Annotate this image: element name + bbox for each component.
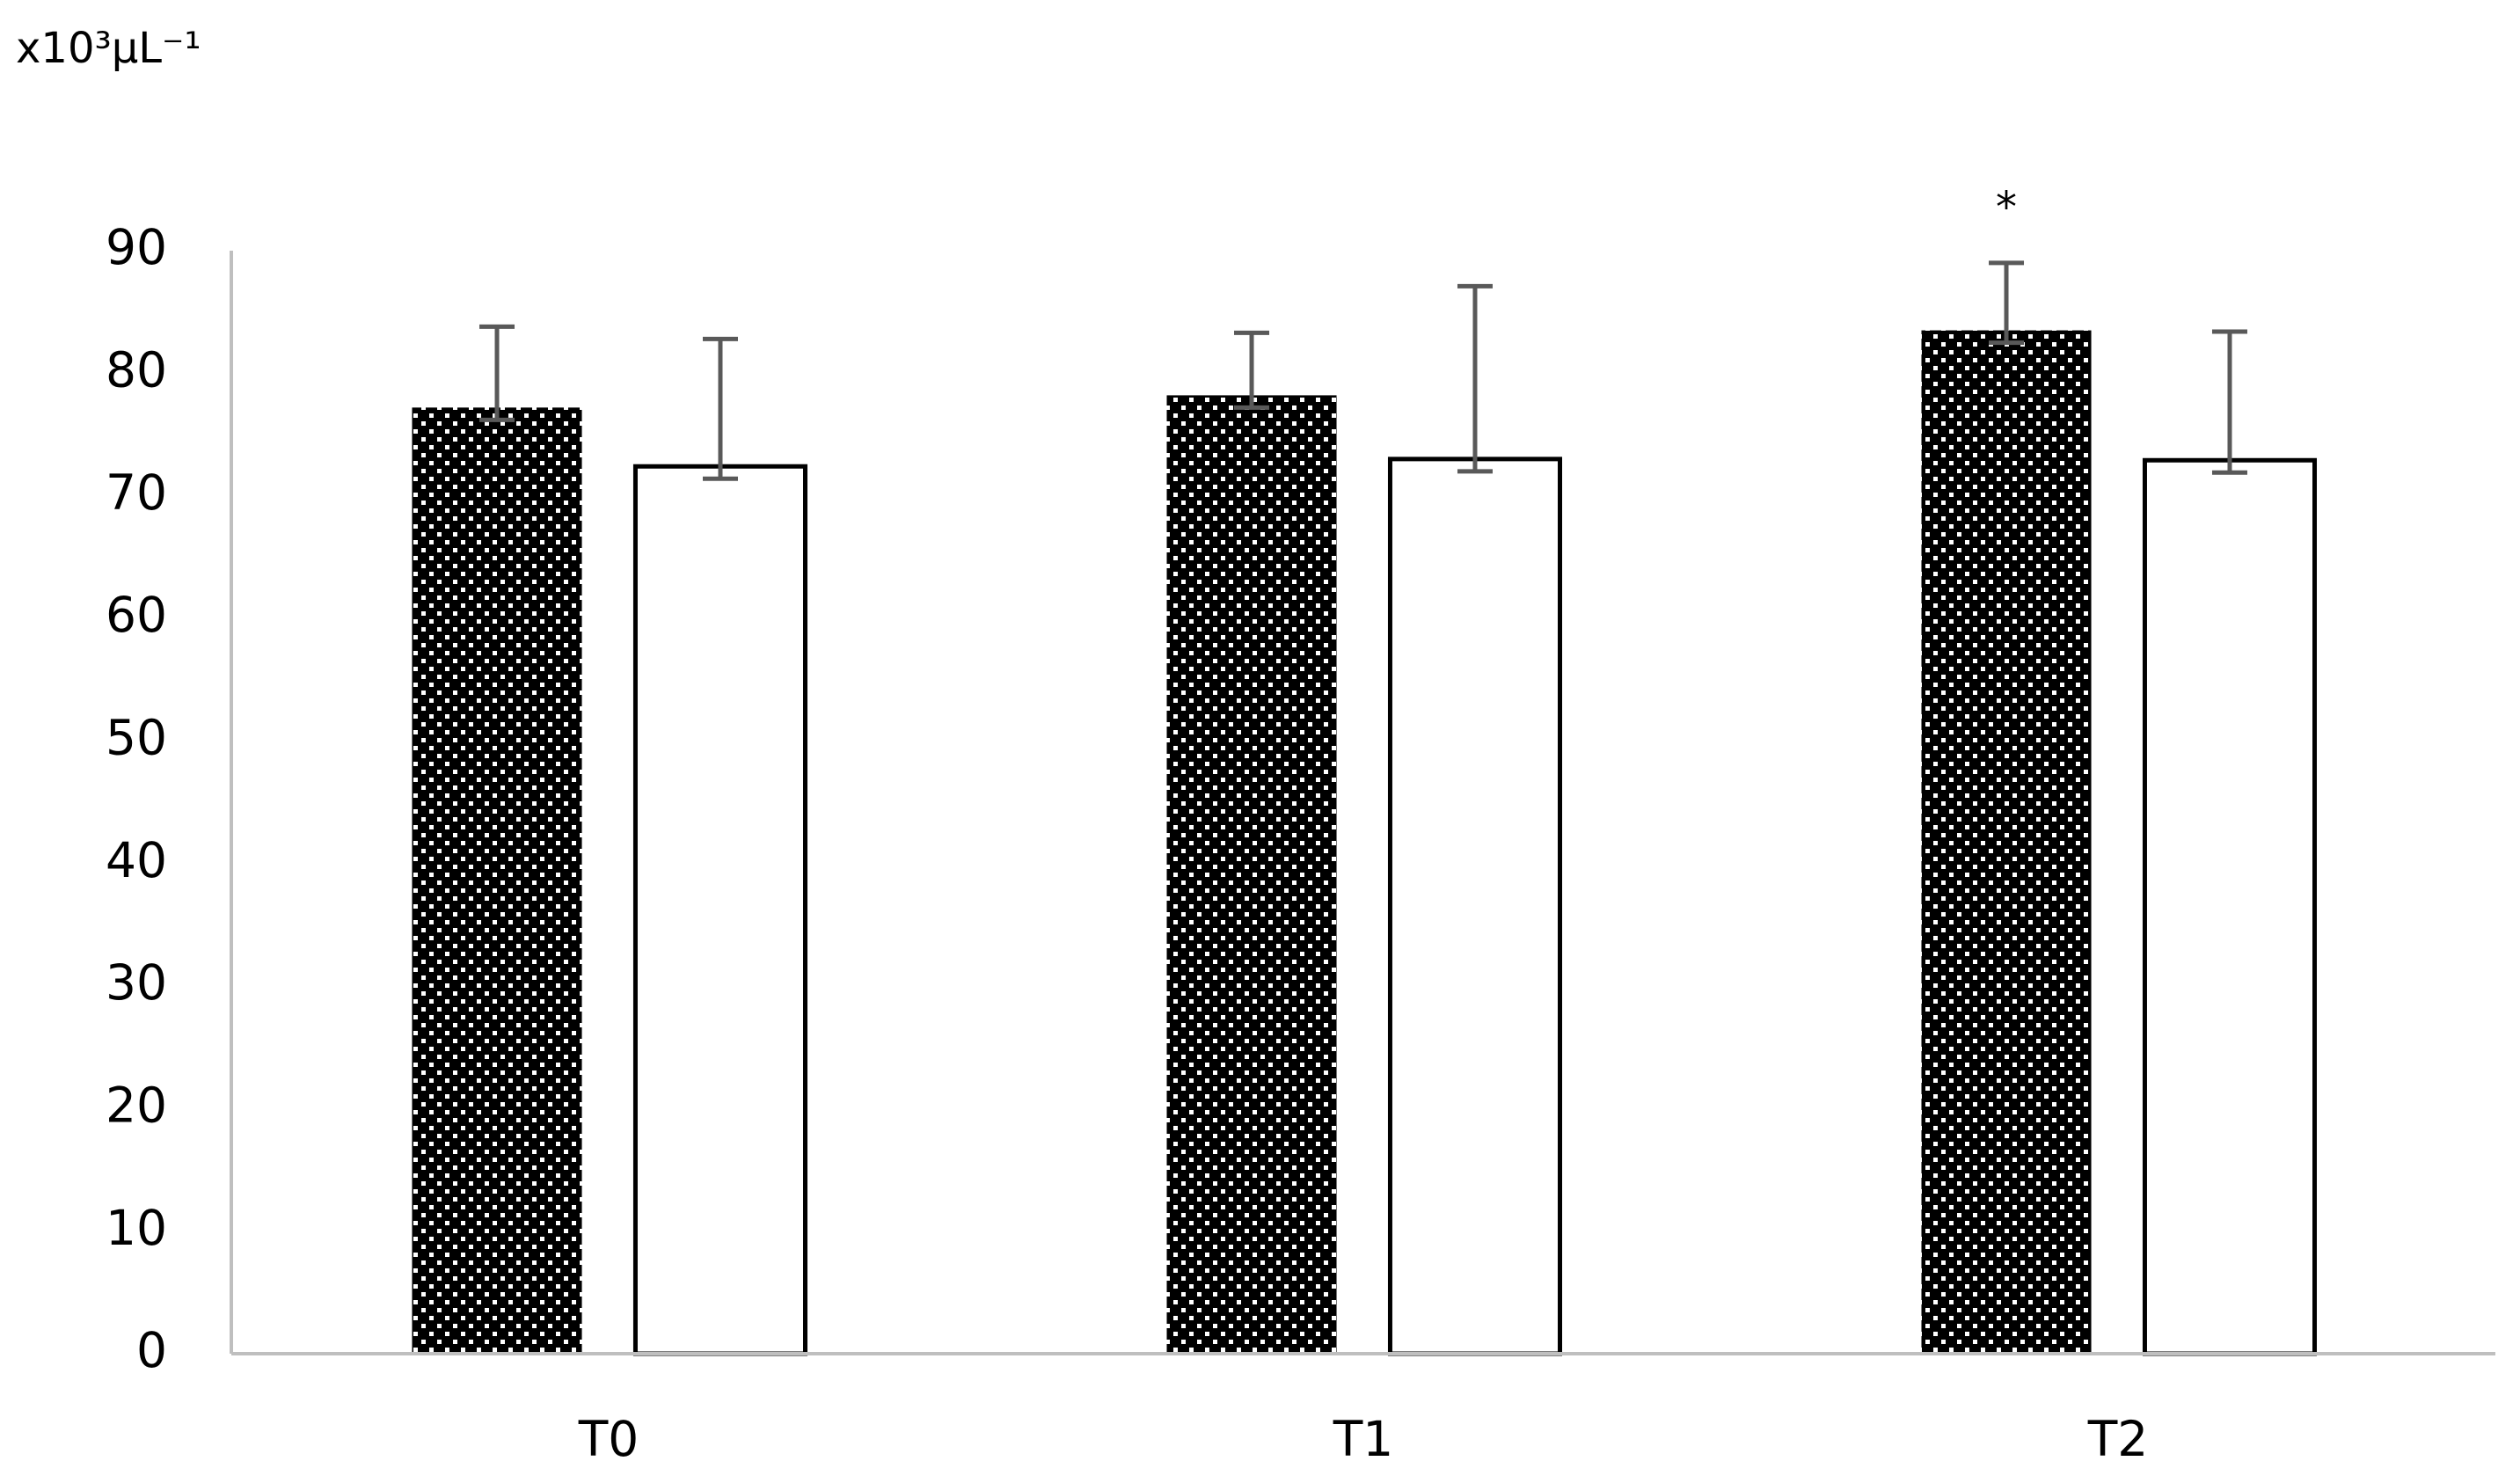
error-bar (479, 324, 515, 422)
y-tick-label: 80 (106, 341, 167, 398)
y-tick-label: 30 (106, 954, 167, 1011)
bar (1166, 395, 1337, 1354)
error-bar (1234, 330, 1270, 410)
y-axis-label: x10³µL⁻¹ (16, 24, 201, 73)
y-tick-label: 90 (106, 219, 167, 275)
y-tick-label: 50 (106, 709, 167, 765)
bar (412, 407, 582, 1354)
y-tick-label: 60 (106, 587, 167, 643)
y-tick-label: 10 (106, 1200, 167, 1256)
bar (1387, 457, 1563, 1356)
x-tick-label: T1 (1333, 1411, 1394, 1467)
bar (2142, 457, 2318, 1356)
y-tick-label: 0 (136, 1322, 167, 1378)
error-bar (702, 336, 738, 481)
y-tick-label: 40 (106, 832, 167, 888)
error-bar (1457, 283, 1493, 474)
y-tick-label: 20 (106, 1077, 167, 1133)
bar (1921, 330, 2092, 1355)
x-tick-label: T2 (2087, 1411, 2149, 1467)
y-tick-label: 70 (106, 464, 167, 521)
annotation: * (1996, 183, 2017, 232)
error-bar (2211, 329, 2247, 475)
x-tick-label: T0 (578, 1411, 639, 1467)
error-bar (1989, 260, 2025, 346)
bar (632, 464, 808, 1356)
